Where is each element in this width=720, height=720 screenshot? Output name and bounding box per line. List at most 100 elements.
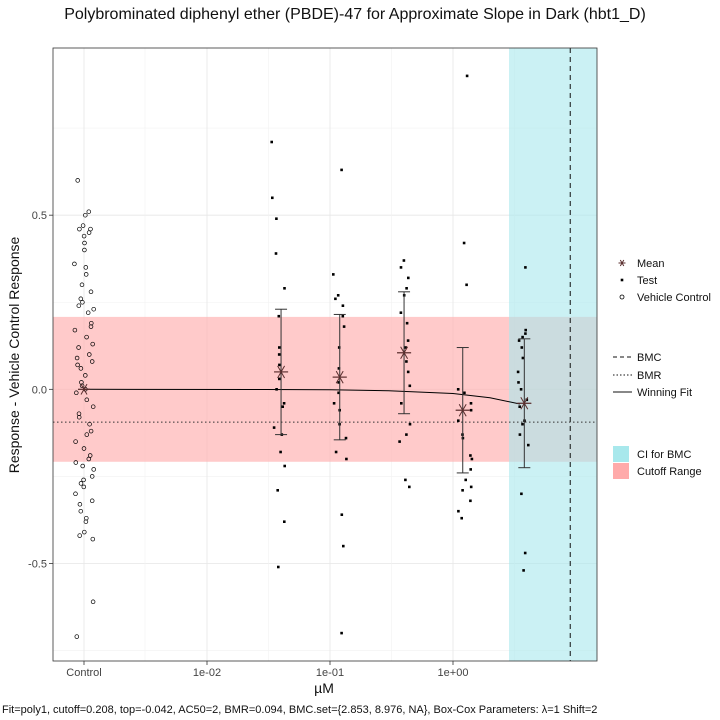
test-point xyxy=(469,468,472,471)
test-point xyxy=(272,426,276,429)
test-point xyxy=(332,402,336,405)
vehicle-control-point xyxy=(73,439,78,444)
vehicle-control-point xyxy=(86,456,92,462)
test-point xyxy=(457,419,460,422)
vehicle-control-point xyxy=(79,282,85,288)
x-tick-label: 1e+00 xyxy=(438,667,469,679)
test-point xyxy=(405,321,409,325)
mean-marker xyxy=(517,396,532,410)
vehicle-control-point xyxy=(74,390,79,396)
vehicle-control-point xyxy=(77,502,83,507)
vehicle-control-point xyxy=(80,223,86,228)
vehicle-control-point xyxy=(84,397,90,403)
vehicle-control-point xyxy=(84,432,90,437)
vehicle-control-point xyxy=(76,414,82,420)
test-point xyxy=(277,314,281,318)
test-point xyxy=(517,339,521,342)
legend-label: BMC xyxy=(637,352,662,364)
legend: Mean Test Vehicle Control BMC BMR Winning Fit… xyxy=(613,258,711,479)
test-point xyxy=(521,422,524,426)
test-point xyxy=(517,381,520,384)
vehicle-control-point xyxy=(82,529,87,535)
test-point xyxy=(275,388,278,391)
test-point xyxy=(524,266,527,269)
test-point xyxy=(456,388,460,391)
test-point xyxy=(527,443,530,447)
test-point xyxy=(469,485,473,489)
test-point xyxy=(464,478,467,482)
test-point xyxy=(406,339,410,342)
vehicle-control-point xyxy=(78,481,84,486)
test-point xyxy=(282,402,286,405)
test-point xyxy=(521,335,524,339)
vehicle-control-point xyxy=(91,467,96,472)
test-point xyxy=(469,454,472,457)
test-point xyxy=(408,485,411,489)
test-point xyxy=(275,217,278,220)
test-point xyxy=(408,384,412,388)
vehicle-control-point xyxy=(73,460,79,465)
vehicle-control-point xyxy=(82,240,87,246)
test-point xyxy=(520,492,523,496)
vehicle-control-point xyxy=(86,230,92,235)
vehicle-control-point xyxy=(89,320,94,326)
legend-mean-icon xyxy=(618,259,626,267)
test-point xyxy=(465,283,468,287)
test-point xyxy=(469,408,473,412)
test-point xyxy=(519,388,523,391)
vehicle-control-point xyxy=(74,634,80,639)
test-point xyxy=(278,346,281,349)
test-point xyxy=(405,287,408,290)
test-point xyxy=(405,360,408,363)
vehicle-control-point xyxy=(78,366,84,371)
test-point xyxy=(407,276,410,280)
legend-label: Vehicle Control xyxy=(637,292,711,304)
x-tick-label: Control xyxy=(66,667,101,679)
test-point xyxy=(281,405,284,408)
test-point xyxy=(283,464,286,468)
mean-marker xyxy=(455,403,470,417)
vehicle-control-point xyxy=(85,310,91,315)
test-point xyxy=(283,520,286,523)
vehicle-control-point xyxy=(89,474,95,479)
test-point xyxy=(278,377,281,381)
vehicle-control-point xyxy=(73,491,78,497)
test-point xyxy=(518,405,521,408)
vehicle-control-point xyxy=(83,373,88,378)
test-point xyxy=(408,422,412,426)
vehicle-control-point xyxy=(77,226,82,232)
test-point xyxy=(402,259,406,262)
vehicle-control-point xyxy=(89,359,95,364)
test-point xyxy=(337,367,341,370)
y-tick-label: 0.5 xyxy=(32,210,47,222)
footer-parameters: Fit=poly1, cutoff=0.208, top=-0.042, AC5… xyxy=(2,704,597,716)
test-point xyxy=(518,433,522,436)
test-point xyxy=(522,569,525,572)
test-point xyxy=(398,440,401,443)
ci-bmc-band xyxy=(509,48,597,661)
test-point xyxy=(465,74,469,78)
test-point xyxy=(276,489,279,492)
test-point xyxy=(469,499,472,503)
test-point xyxy=(344,436,348,440)
vehicle-control-point xyxy=(82,247,87,253)
test-point xyxy=(279,450,282,454)
plot-border xyxy=(52,47,598,662)
vehicle-control-point xyxy=(76,345,81,350)
legend-cutoff-range-icon xyxy=(613,463,629,479)
test-point xyxy=(341,304,345,307)
test-point xyxy=(337,346,341,349)
plot-area: Control 1e-02 1e-01 1e+00 0.5 0.0 -0.5 xyxy=(28,47,598,679)
vehicle-control-point xyxy=(83,265,89,270)
test-point xyxy=(334,297,337,301)
x-tick-label: 1e-01 xyxy=(316,667,344,679)
mean-marker xyxy=(78,383,90,395)
mean-marker xyxy=(274,365,289,379)
test-point xyxy=(345,457,348,461)
winning-fit-curve xyxy=(83,388,521,405)
test-point xyxy=(406,370,410,374)
vehicle-control-point xyxy=(86,209,92,214)
vehicle-control-point xyxy=(76,303,82,308)
vehicle-control-point xyxy=(83,519,89,524)
